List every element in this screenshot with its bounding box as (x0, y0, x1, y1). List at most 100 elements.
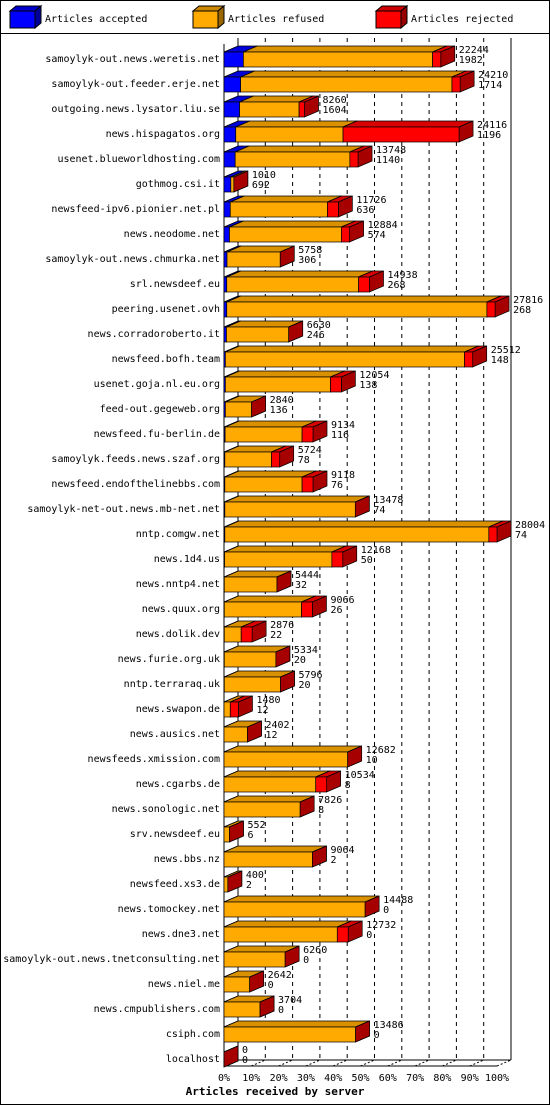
value-label-offered: 12682 (366, 745, 396, 756)
value-label-accepted: 136 (270, 405, 288, 416)
bar-segment (301, 470, 328, 493)
bar-side (280, 670, 295, 693)
bar-top (226, 270, 373, 278)
y-tick-label: nntp.terraraq.uk (124, 679, 220, 690)
bar-segment (364, 895, 380, 918)
bar-segment (312, 845, 327, 868)
value-label-offered: 9134 (331, 420, 355, 431)
value-label-offered: 5758 (298, 245, 322, 256)
bar-side (276, 570, 292, 593)
bar-segment (223, 745, 363, 768)
bar-segment (464, 345, 488, 368)
value-label-offered: 9066 (330, 595, 354, 606)
y-tick-label: samoylyk-out.news.weretis.net (45, 54, 220, 65)
bar-segment (223, 1045, 239, 1068)
bar-segment (336, 920, 363, 943)
legend-swatch (9, 10, 36, 29)
bar-segment (354, 495, 370, 518)
y-tick-label: csiph.com (166, 1029, 220, 1040)
bar-top (223, 770, 330, 778)
bar-side (299, 795, 315, 818)
bar-front (223, 126, 237, 143)
value-label-accepted: 12 (256, 705, 268, 716)
y-tick-label: localhost (166, 1054, 220, 1065)
value-label-offered: 5334 (294, 645, 318, 656)
x-tick-label: 90% (461, 1073, 479, 1084)
bar-segment (279, 245, 295, 268)
value-label-accepted: 1714 (478, 80, 502, 91)
bar-front (223, 326, 227, 343)
legend-label: Articles rejected (411, 14, 513, 25)
bar-front (301, 476, 314, 493)
value-label-offered: 2642 (268, 970, 292, 981)
bar-front (271, 451, 281, 468)
value-label-accepted: 8 (318, 805, 324, 816)
bar-segment (229, 695, 253, 718)
value-label-offered: 12054 (359, 370, 389, 381)
y-tick-label: feed-out.gegeweb.org (100, 404, 220, 415)
bar-front (224, 476, 303, 493)
y-tick-label: news.hispagatos.org (106, 129, 220, 140)
bar-segment (288, 320, 304, 343)
y-tick-label: samoylyk-out.news.tnetconsulting.net (3, 954, 220, 965)
y-tick-label: samoylyk-net-out.news.mb-net.net (27, 504, 220, 515)
legend-item: Articles rejected (374, 4, 513, 30)
y-tick-label: news.corradoroberto.it (88, 329, 220, 340)
legend-item: Articles accepted (8, 4, 147, 30)
y-tick-label: news.niel.me (148, 979, 220, 990)
bar-front (223, 826, 230, 843)
legend-label: Articles accepted (45, 14, 147, 25)
y-tick-label: peering.usenet.ovh (112, 304, 220, 315)
bar-top (223, 845, 327, 853)
value-label-offered: 28004 (515, 520, 545, 531)
value-label-accepted: 32 (295, 580, 307, 591)
bar-segment (488, 520, 512, 543)
bar-top (224, 595, 316, 603)
bar-segment (225, 370, 345, 393)
bar-front (315, 776, 327, 793)
y-tick-label: news.quux.org (142, 604, 220, 615)
bar-segment (223, 1020, 370, 1043)
bar-segment (249, 970, 265, 993)
bar-segment (315, 770, 341, 793)
bar-front (225, 376, 331, 393)
value-label-offered: 14488 (383, 895, 413, 906)
y-tick-label: samoylyk-out.news.chmurka.net (45, 254, 220, 265)
x-tick (360, 1059, 375, 1067)
value-label-accepted: 0 (242, 1055, 248, 1066)
x-tick-label: 70% (406, 1073, 424, 1084)
bar-segment (486, 295, 510, 318)
value-label-accepted: 268 (388, 280, 406, 291)
value-label-accepted: 148 (491, 355, 509, 366)
bar-front (223, 851, 313, 868)
value-label-accepted: 12 (265, 730, 277, 741)
bar-top (229, 220, 356, 228)
bar-segment (284, 945, 300, 968)
bar-front (330, 376, 342, 393)
bar-front (223, 976, 251, 993)
value-label-offered: 2402 (265, 720, 289, 731)
bar-side (347, 745, 363, 768)
bar-front (223, 226, 230, 243)
x-axis-title: Articles received by server (186, 1085, 365, 1098)
bar-front (226, 251, 281, 268)
bar-segment (301, 420, 328, 443)
value-label-offered: 24116 (477, 120, 507, 131)
value-label-accepted: 574 (368, 230, 386, 241)
x-tick (278, 1059, 293, 1067)
value-label-offered: 2840 (270, 395, 294, 406)
value-label-offered: 13486 (374, 1020, 404, 1031)
bar-top (225, 345, 479, 353)
value-label-offered: 25512 (491, 345, 521, 356)
bar-segment (226, 270, 373, 293)
value-label-accepted: 138 (359, 380, 377, 391)
bar-front (223, 676, 281, 693)
bar-top (224, 495, 370, 503)
legend-item: Articles refused (191, 4, 324, 30)
value-label-accepted: 0 (268, 980, 274, 991)
bar-segment (327, 195, 353, 218)
bar-front (223, 201, 231, 218)
bar-segment (224, 520, 504, 543)
value-label-offered: 0 (242, 1045, 248, 1056)
value-label-accepted: 116 (331, 430, 349, 441)
